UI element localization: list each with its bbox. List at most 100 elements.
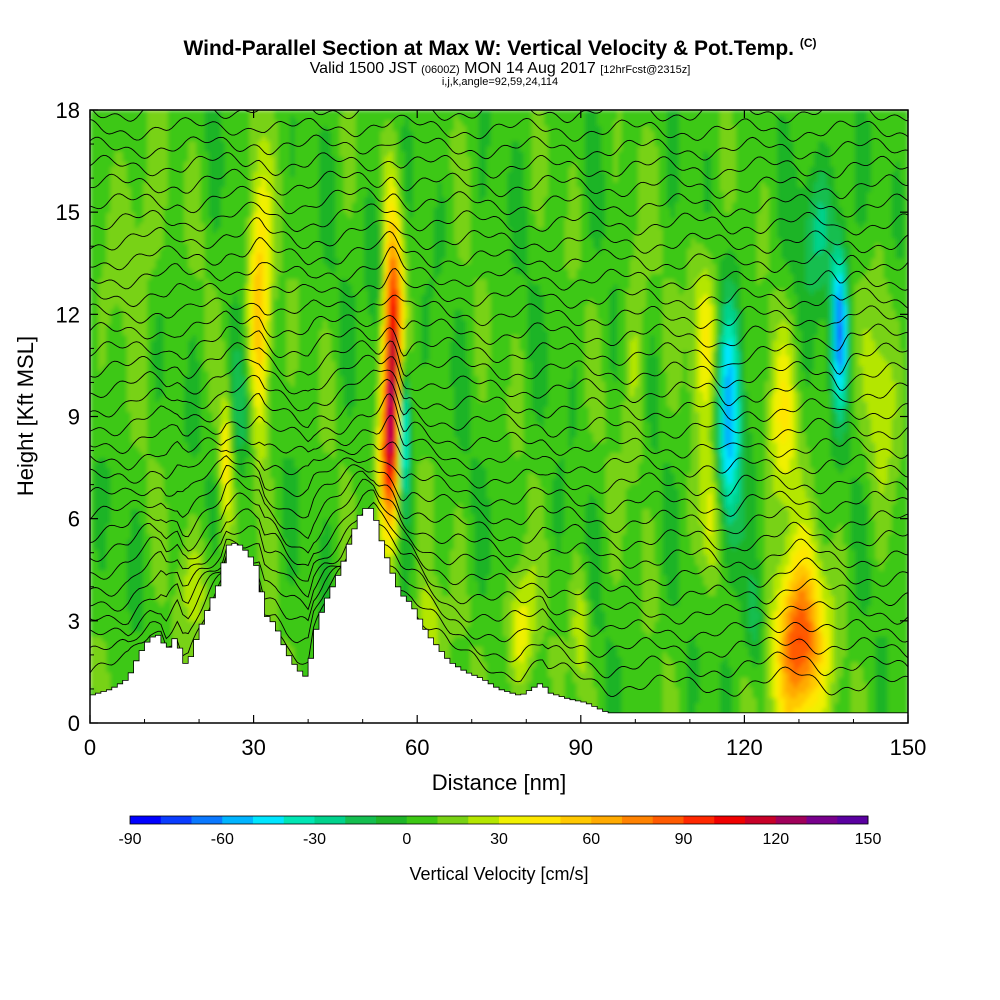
field-cell <box>241 365 247 372</box>
field-cell <box>200 334 206 341</box>
field-cell <box>151 462 157 469</box>
field-cell <box>114 625 120 632</box>
field-cell <box>94 130 99 137</box>
field-cell <box>122 350 128 356</box>
field-cell <box>98 314 103 321</box>
field-cell <box>147 482 152 489</box>
field-cell <box>200 426 206 433</box>
field-cell <box>175 227 181 234</box>
field-cell <box>245 227 251 234</box>
field-cell <box>204 579 210 586</box>
field-cell <box>192 488 197 494</box>
field-cell <box>110 186 116 193</box>
field-cell <box>208 110 214 116</box>
field-cell <box>204 120 210 126</box>
field-cell <box>159 365 165 372</box>
field-cell <box>147 554 152 561</box>
field-cell <box>134 232 140 239</box>
field-cell <box>167 150 173 157</box>
field-cell <box>102 161 107 167</box>
field-cell <box>188 447 193 453</box>
field-cell <box>163 401 169 407</box>
field-cell <box>159 508 165 515</box>
field-cell <box>179 462 185 469</box>
field-cell <box>253 452 259 458</box>
field-cell <box>163 324 169 331</box>
field-cell <box>163 237 169 244</box>
field-cell <box>98 344 103 351</box>
field-cell <box>245 293 251 300</box>
field-cell <box>106 472 112 479</box>
field-cell <box>241 488 247 494</box>
field-cell <box>188 344 193 351</box>
field-cell <box>159 523 165 530</box>
field-cell <box>139 324 144 331</box>
field-cell <box>216 401 222 407</box>
field-cell <box>98 212 103 218</box>
field-cell <box>175 416 181 423</box>
field-cell <box>249 416 255 423</box>
field-cell <box>139 120 144 126</box>
field-cell <box>151 120 157 126</box>
field-cell <box>163 600 169 607</box>
field-cell <box>102 595 107 601</box>
field-cell <box>147 625 152 632</box>
field-cell <box>94 283 99 290</box>
field-cell <box>155 258 161 264</box>
field-cell <box>90 334 95 341</box>
field-cell <box>159 125 165 132</box>
field-cell <box>253 283 259 290</box>
field-cell <box>110 268 116 275</box>
field-cell <box>98 191 103 198</box>
field-cell <box>171 503 177 510</box>
field-cell <box>94 493 99 499</box>
field-cell <box>179 636 185 642</box>
field-cell <box>126 539 132 545</box>
field-cell <box>233 518 238 525</box>
field-cell <box>106 166 112 172</box>
field-cell <box>90 217 95 223</box>
field-cell <box>130 120 136 126</box>
field-cell <box>110 319 116 326</box>
field-cell <box>175 513 181 520</box>
field-cell <box>241 288 247 295</box>
field-cell <box>175 196 181 203</box>
field-cell <box>110 166 116 172</box>
field-cell <box>253 186 259 193</box>
field-cell <box>90 600 95 607</box>
field-cell <box>163 140 169 147</box>
field-cell <box>143 554 148 561</box>
field-cell <box>196 559 202 566</box>
field-cell <box>130 273 136 280</box>
field-cell <box>114 518 120 525</box>
field-cell <box>224 319 230 326</box>
field-cell <box>216 324 222 331</box>
field-cell <box>212 293 218 300</box>
field-cell <box>241 544 247 550</box>
field-cell <box>212 314 218 321</box>
field-cell <box>188 610 193 617</box>
field-cell <box>245 426 251 433</box>
field-cell <box>179 324 185 331</box>
field-cell <box>192 166 197 172</box>
field-cell <box>90 283 95 290</box>
field-cell <box>122 431 128 438</box>
field-cell <box>114 447 120 453</box>
field-cell <box>196 186 202 193</box>
field-cell <box>126 130 132 137</box>
field-cell <box>257 533 263 540</box>
field-cell <box>110 498 116 504</box>
field-cell <box>192 564 197 571</box>
field-cell <box>212 181 218 188</box>
field-cell <box>220 396 226 402</box>
field-cell <box>188 360 193 367</box>
field-cell <box>118 677 124 683</box>
field-cell <box>163 166 169 172</box>
field-cell <box>192 309 197 315</box>
field-cell <box>179 375 185 382</box>
field-cell <box>175 339 181 346</box>
field-cell <box>220 452 226 458</box>
field-cell <box>90 324 95 331</box>
field-cell <box>155 411 161 418</box>
field-cell <box>114 222 120 229</box>
